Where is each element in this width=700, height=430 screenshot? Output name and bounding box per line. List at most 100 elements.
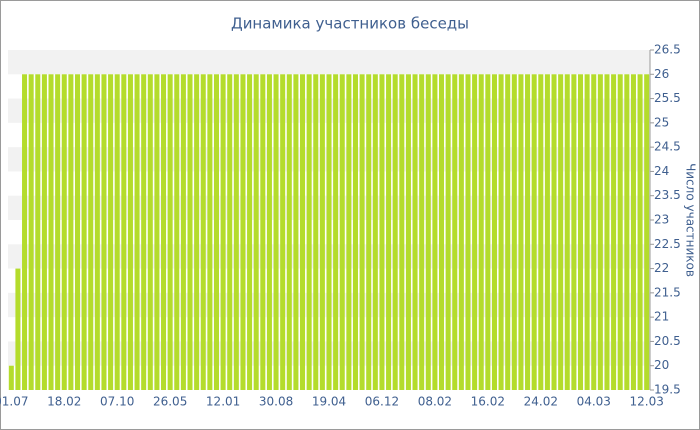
bar: [478, 74, 484, 391]
bar: [564, 74, 570, 391]
bar: [240, 74, 246, 391]
bar: [187, 74, 193, 391]
y-tick-label: 19.5: [654, 383, 681, 397]
bar: [425, 74, 431, 391]
bar: [399, 74, 405, 391]
bar: [419, 74, 425, 391]
bar: [405, 74, 411, 391]
bar: [518, 74, 524, 391]
y-tick-label: 24: [654, 164, 669, 178]
bar: [108, 74, 114, 391]
bar: [273, 74, 279, 391]
bar: [134, 74, 140, 391]
x-tick-label: 04.03: [577, 395, 611, 409]
y-tick-label: 23: [654, 213, 669, 227]
y-tick-label: 25.5: [654, 91, 681, 105]
bar: [359, 74, 365, 391]
bar: [101, 74, 107, 391]
bar: [114, 74, 120, 391]
bar: [213, 74, 219, 391]
bar: [352, 74, 358, 391]
y-tick-label: 20: [654, 358, 669, 372]
bar: [498, 74, 504, 391]
bar: [180, 74, 186, 391]
y-axis-label: Число участников: [684, 163, 698, 277]
bar: [68, 74, 74, 391]
bar: [386, 74, 392, 391]
bar: [326, 74, 332, 391]
bar: [313, 74, 319, 391]
bar: [28, 74, 34, 391]
bar: [379, 74, 385, 391]
bar: [15, 268, 21, 390]
bar: [505, 74, 511, 391]
bar: [432, 74, 438, 391]
bar: [253, 74, 259, 391]
bar: [141, 74, 147, 391]
bar: [637, 74, 643, 391]
x-tick-label: 16.02: [471, 395, 505, 409]
x-tick-label: 19.04: [312, 395, 346, 409]
bar: [604, 74, 610, 391]
bar: [611, 74, 617, 391]
grid-band: [8, 50, 650, 75]
bar: [41, 74, 47, 391]
bar: [220, 74, 226, 391]
bar: [584, 74, 590, 391]
bar: [233, 74, 239, 391]
bar: [544, 74, 550, 391]
bar: [531, 74, 537, 391]
y-tick-label: 24.5: [654, 140, 681, 154]
y-tick-label: 21.5: [654, 285, 681, 299]
x-tick-label: 12.03: [630, 395, 664, 409]
x-tick-label: 18.02: [47, 395, 81, 409]
bar: [485, 74, 491, 391]
bar: [154, 74, 160, 391]
bar: [247, 74, 253, 391]
bar: [194, 74, 200, 391]
bar: [591, 74, 597, 391]
bar: [511, 74, 517, 391]
x-tick-label: 24.02: [524, 395, 558, 409]
bar: [286, 74, 292, 391]
bar: [644, 74, 650, 391]
bar: [161, 74, 167, 391]
bar: [266, 74, 272, 391]
y-tick-label: 20.5: [654, 334, 681, 348]
x-tick-label: 06.12: [365, 395, 399, 409]
bar: [339, 74, 345, 391]
y-tick-label: 22: [654, 261, 669, 275]
x-tick-label: 26.05: [153, 395, 187, 409]
bar: [121, 74, 127, 391]
bar: [491, 74, 497, 391]
y-tick-label: 26: [654, 67, 669, 81]
bar: [445, 74, 451, 391]
bar: [61, 74, 67, 391]
bar: [22, 74, 28, 391]
bar: [558, 74, 564, 391]
y-tick-label: 26.5: [654, 43, 681, 57]
bar: [8, 365, 14, 390]
y-tick-label: 21: [654, 310, 669, 324]
bar: [439, 74, 445, 391]
x-tick-label: 30.08: [259, 395, 293, 409]
bar: [551, 74, 557, 391]
x-tick-label: 07.10: [100, 395, 134, 409]
bar: [174, 74, 180, 391]
x-tick-label: 08.02: [418, 395, 452, 409]
chart-title: Динамика участников беседы: [231, 15, 469, 33]
bar: [147, 74, 153, 391]
bar: [630, 74, 636, 391]
bar: [167, 74, 173, 391]
bar: [412, 74, 418, 391]
bar: [617, 74, 623, 391]
bar: [74, 74, 81, 391]
bar: [577, 74, 584, 391]
bar: [55, 74, 61, 391]
y-tick-label: 23.5: [654, 188, 681, 202]
bar: [293, 74, 299, 391]
bar: [571, 74, 577, 391]
bar: [200, 74, 206, 391]
bar: [458, 74, 464, 391]
